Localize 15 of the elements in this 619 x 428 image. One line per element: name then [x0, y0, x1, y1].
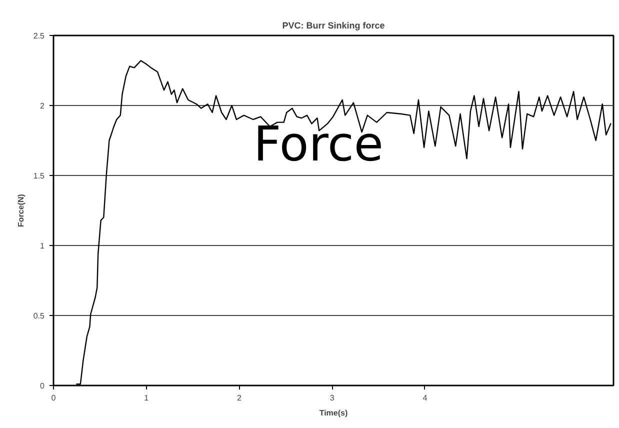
y-tick-label: 2.5	[33, 32, 46, 40]
x-tick-label: 0	[51, 394, 56, 402]
y-axis-title: Force(N)	[16, 194, 26, 227]
y-tick-label: 1	[40, 242, 46, 250]
x-tick-label: 1	[144, 394, 150, 402]
y-tick-label: 2	[40, 102, 46, 110]
x-tick-label: 3	[330, 394, 335, 402]
y-tick-label: 0	[40, 382, 46, 390]
x-axis-title: Time(s)	[319, 408, 348, 418]
x-tick-label: 4	[422, 394, 428, 402]
y-tick-label: 0.5	[33, 312, 46, 320]
y-tick-label: 1.5	[33, 172, 46, 180]
chart-title: PVC: Burr Sinking force	[282, 20, 385, 30]
annotation: Force	[254, 116, 384, 172]
x-tick-label: 2	[237, 394, 242, 402]
